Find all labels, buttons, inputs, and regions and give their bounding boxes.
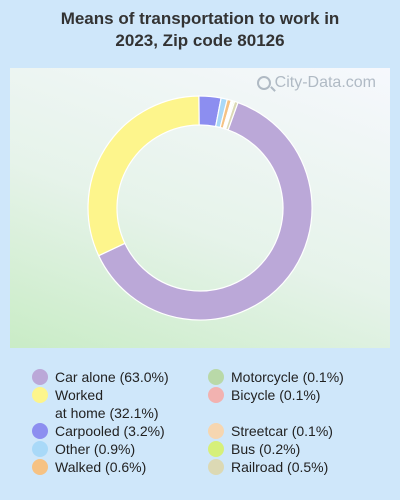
legend-item-walked: Walked (0.6%) xyxy=(32,458,146,476)
legend-item-carpooled: Carpooled (3.2%) xyxy=(32,422,165,440)
magnifier-icon xyxy=(256,76,271,90)
legend-label-streetcar: Streetcar (0.1%) xyxy=(231,423,333,439)
legend-label-worked-at-home: Worked at home (32.1%) xyxy=(55,387,159,421)
legend-label-bicycle: Bicycle (0.1%) xyxy=(231,387,321,403)
legend-item-railroad: Railroad (0.5%) xyxy=(208,458,328,476)
chart-title-line-1: Means of transportation to work in xyxy=(60,9,340,28)
legend-label-car-alone: Car alone (63.0%) xyxy=(55,369,169,385)
legend-label-other: Other (0.9%) xyxy=(55,441,136,457)
legend-label-bus: Bus (0.2%) xyxy=(231,441,301,457)
legend-label-motorcycle: Motorcycle (0.1%) xyxy=(231,369,344,385)
legend-swatch-bicycle xyxy=(208,387,224,403)
legend-label-carpooled: Carpooled (3.2%) xyxy=(55,423,165,439)
legend-item-other: Other (0.9%) xyxy=(32,440,135,458)
chart-title-line-2: 2023, Zip code 80126 xyxy=(115,31,285,50)
legend-swatch-railroad xyxy=(208,459,224,475)
legend-swatch-streetcar xyxy=(208,423,224,439)
legend-swatch-walked xyxy=(32,459,48,475)
legend-item-car-alone: Car alone (63.0%) xyxy=(32,368,169,386)
legend-swatch-motorcycle xyxy=(208,369,224,385)
donut-chart xyxy=(87,95,313,321)
legend-item-motorcycle: Motorcycle (0.1%) xyxy=(208,368,344,386)
legend-swatch-car-alone xyxy=(32,369,48,385)
legend-item-bus: Bus (0.2%) xyxy=(208,440,300,458)
legend: Car alone (63.0%) Worked at home (32.1%) C… xyxy=(0,364,400,494)
watermark: City-Data.com xyxy=(256,74,376,92)
legend-swatch-bus xyxy=(208,441,224,457)
legend-item-worked-at-home: Worked at home (32.1%) xyxy=(32,386,159,422)
chart-title: Means of transportation to work in 2023,… xyxy=(0,8,400,52)
legend-swatch-carpooled xyxy=(32,423,48,439)
legend-label-railroad: Railroad (0.5%) xyxy=(231,459,329,475)
legend-label-walked: Walked (0.6%) xyxy=(55,459,147,475)
watermark-text: City-Data.com xyxy=(274,74,376,91)
slice-railroad xyxy=(224,100,239,131)
legend-item-streetcar: Streetcar (0.1%) xyxy=(208,422,333,440)
slice-car-alone xyxy=(97,101,313,321)
legend-swatch-worked-at-home xyxy=(32,387,48,403)
slice-worked-at-home xyxy=(87,95,200,257)
legend-item-bicycle: Bicycle (0.1%) xyxy=(208,386,320,404)
legend-swatch-other xyxy=(32,441,48,457)
